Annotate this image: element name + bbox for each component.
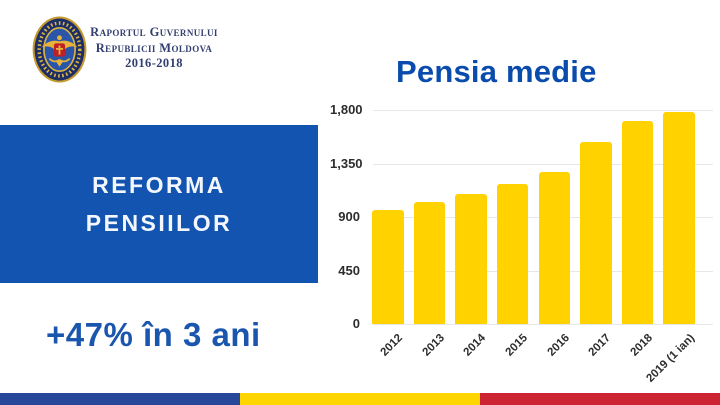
y-axis-tick-1800: 1,800 bbox=[330, 102, 363, 117]
x-axis-label-2016: 2016 bbox=[545, 332, 572, 359]
chart-title: Pensia medie bbox=[396, 54, 597, 89]
bar-2015 bbox=[496, 184, 529, 324]
bar-2013 bbox=[413, 202, 446, 324]
bar-2019 (1 ian) bbox=[663, 111, 695, 324]
bar-2018 bbox=[621, 120, 654, 324]
reform-panel: REFORMA PENSIILOR bbox=[0, 125, 318, 283]
flag-stripe-red bbox=[480, 393, 720, 405]
x-axis-label-2017: 2017 bbox=[586, 332, 614, 359]
gridline-0 bbox=[373, 324, 713, 325]
y-axis-tick-900: 900 bbox=[338, 209, 360, 224]
report-title-line1: Raportul Guvernului bbox=[90, 25, 218, 39]
report-title: Raportul Guvernului Republicii Moldova 2… bbox=[84, 25, 224, 72]
gridline-1800 bbox=[373, 110, 713, 111]
x-axis-label-2014: 2014 bbox=[461, 332, 489, 359]
y-axis-tick-450: 450 bbox=[338, 262, 360, 278]
y-axis-tick-0: 0 bbox=[352, 316, 360, 331]
x-axis-label-2018: 2018 bbox=[628, 332, 656, 359]
moldova-government-emblem-icon bbox=[32, 16, 87, 83]
reform-panel-line2: PENSIILOR bbox=[85, 210, 233, 236]
reform-panel-line1: REFORMA bbox=[92, 172, 226, 198]
flag-stripe-yellow bbox=[240, 393, 480, 405]
bar-2017 bbox=[580, 142, 612, 324]
bar-2012 bbox=[372, 209, 404, 324]
report-title-line2: Republicii Moldova bbox=[95, 40, 213, 55]
bar-2014 bbox=[455, 193, 487, 324]
bar-chart-plot: 0 450 900 1,350 1,800 2012 2013 2014 2015 2016 201… bbox=[330, 103, 713, 385]
bar-2016 bbox=[538, 171, 571, 324]
report-title-line3: 2016-2018 bbox=[125, 56, 183, 70]
x-axis-label-2013: 2013 bbox=[420, 332, 447, 359]
stat-text: +47% în 3 ani bbox=[46, 316, 261, 353]
bar-chart: 0 450 900 1,350 1,800 2012 2013 2014 2015 2016 201… bbox=[330, 103, 713, 385]
flag-stripe-blue bbox=[0, 393, 240, 405]
flag-stripe bbox=[0, 393, 720, 405]
x-axis-label-2012: 2012 bbox=[378, 332, 406, 359]
x-axis-label-2015: 2015 bbox=[503, 332, 531, 359]
gridline-1350 bbox=[373, 163, 713, 165]
y-axis-tick-1350: 1,350 bbox=[330, 155, 363, 171]
